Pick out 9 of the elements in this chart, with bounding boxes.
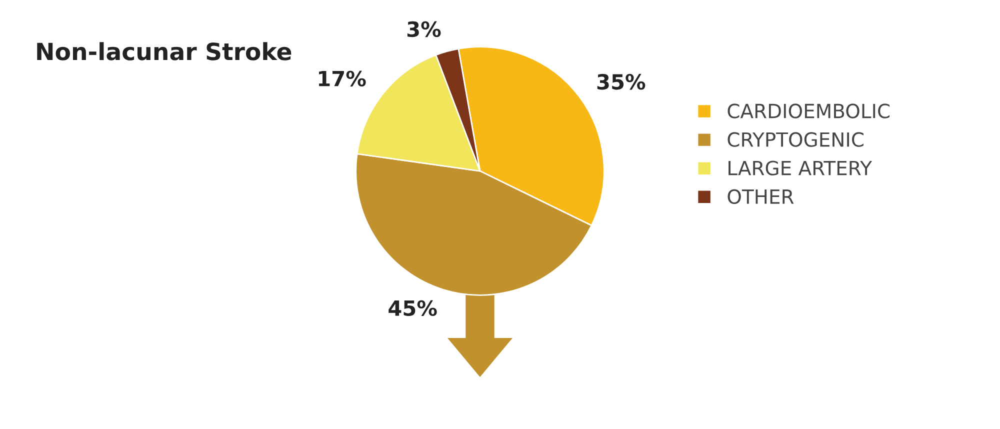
legend-label: CARDIOEMBOLIC bbox=[728, 104, 890, 118]
legend-label: CRYPTOGENIC bbox=[728, 132, 864, 147]
data-label: 17% bbox=[318, 70, 366, 86]
text: Non-lacunar Stroke bbox=[37, 42, 292, 60]
data-label: 3% bbox=[407, 21, 441, 38]
data-label: 45% bbox=[388, 300, 437, 316]
data-label: 35% bbox=[597, 74, 646, 90]
legend-label: OTHER bbox=[728, 189, 794, 204]
legend-label: LARGE ARTERY bbox=[728, 160, 872, 176]
